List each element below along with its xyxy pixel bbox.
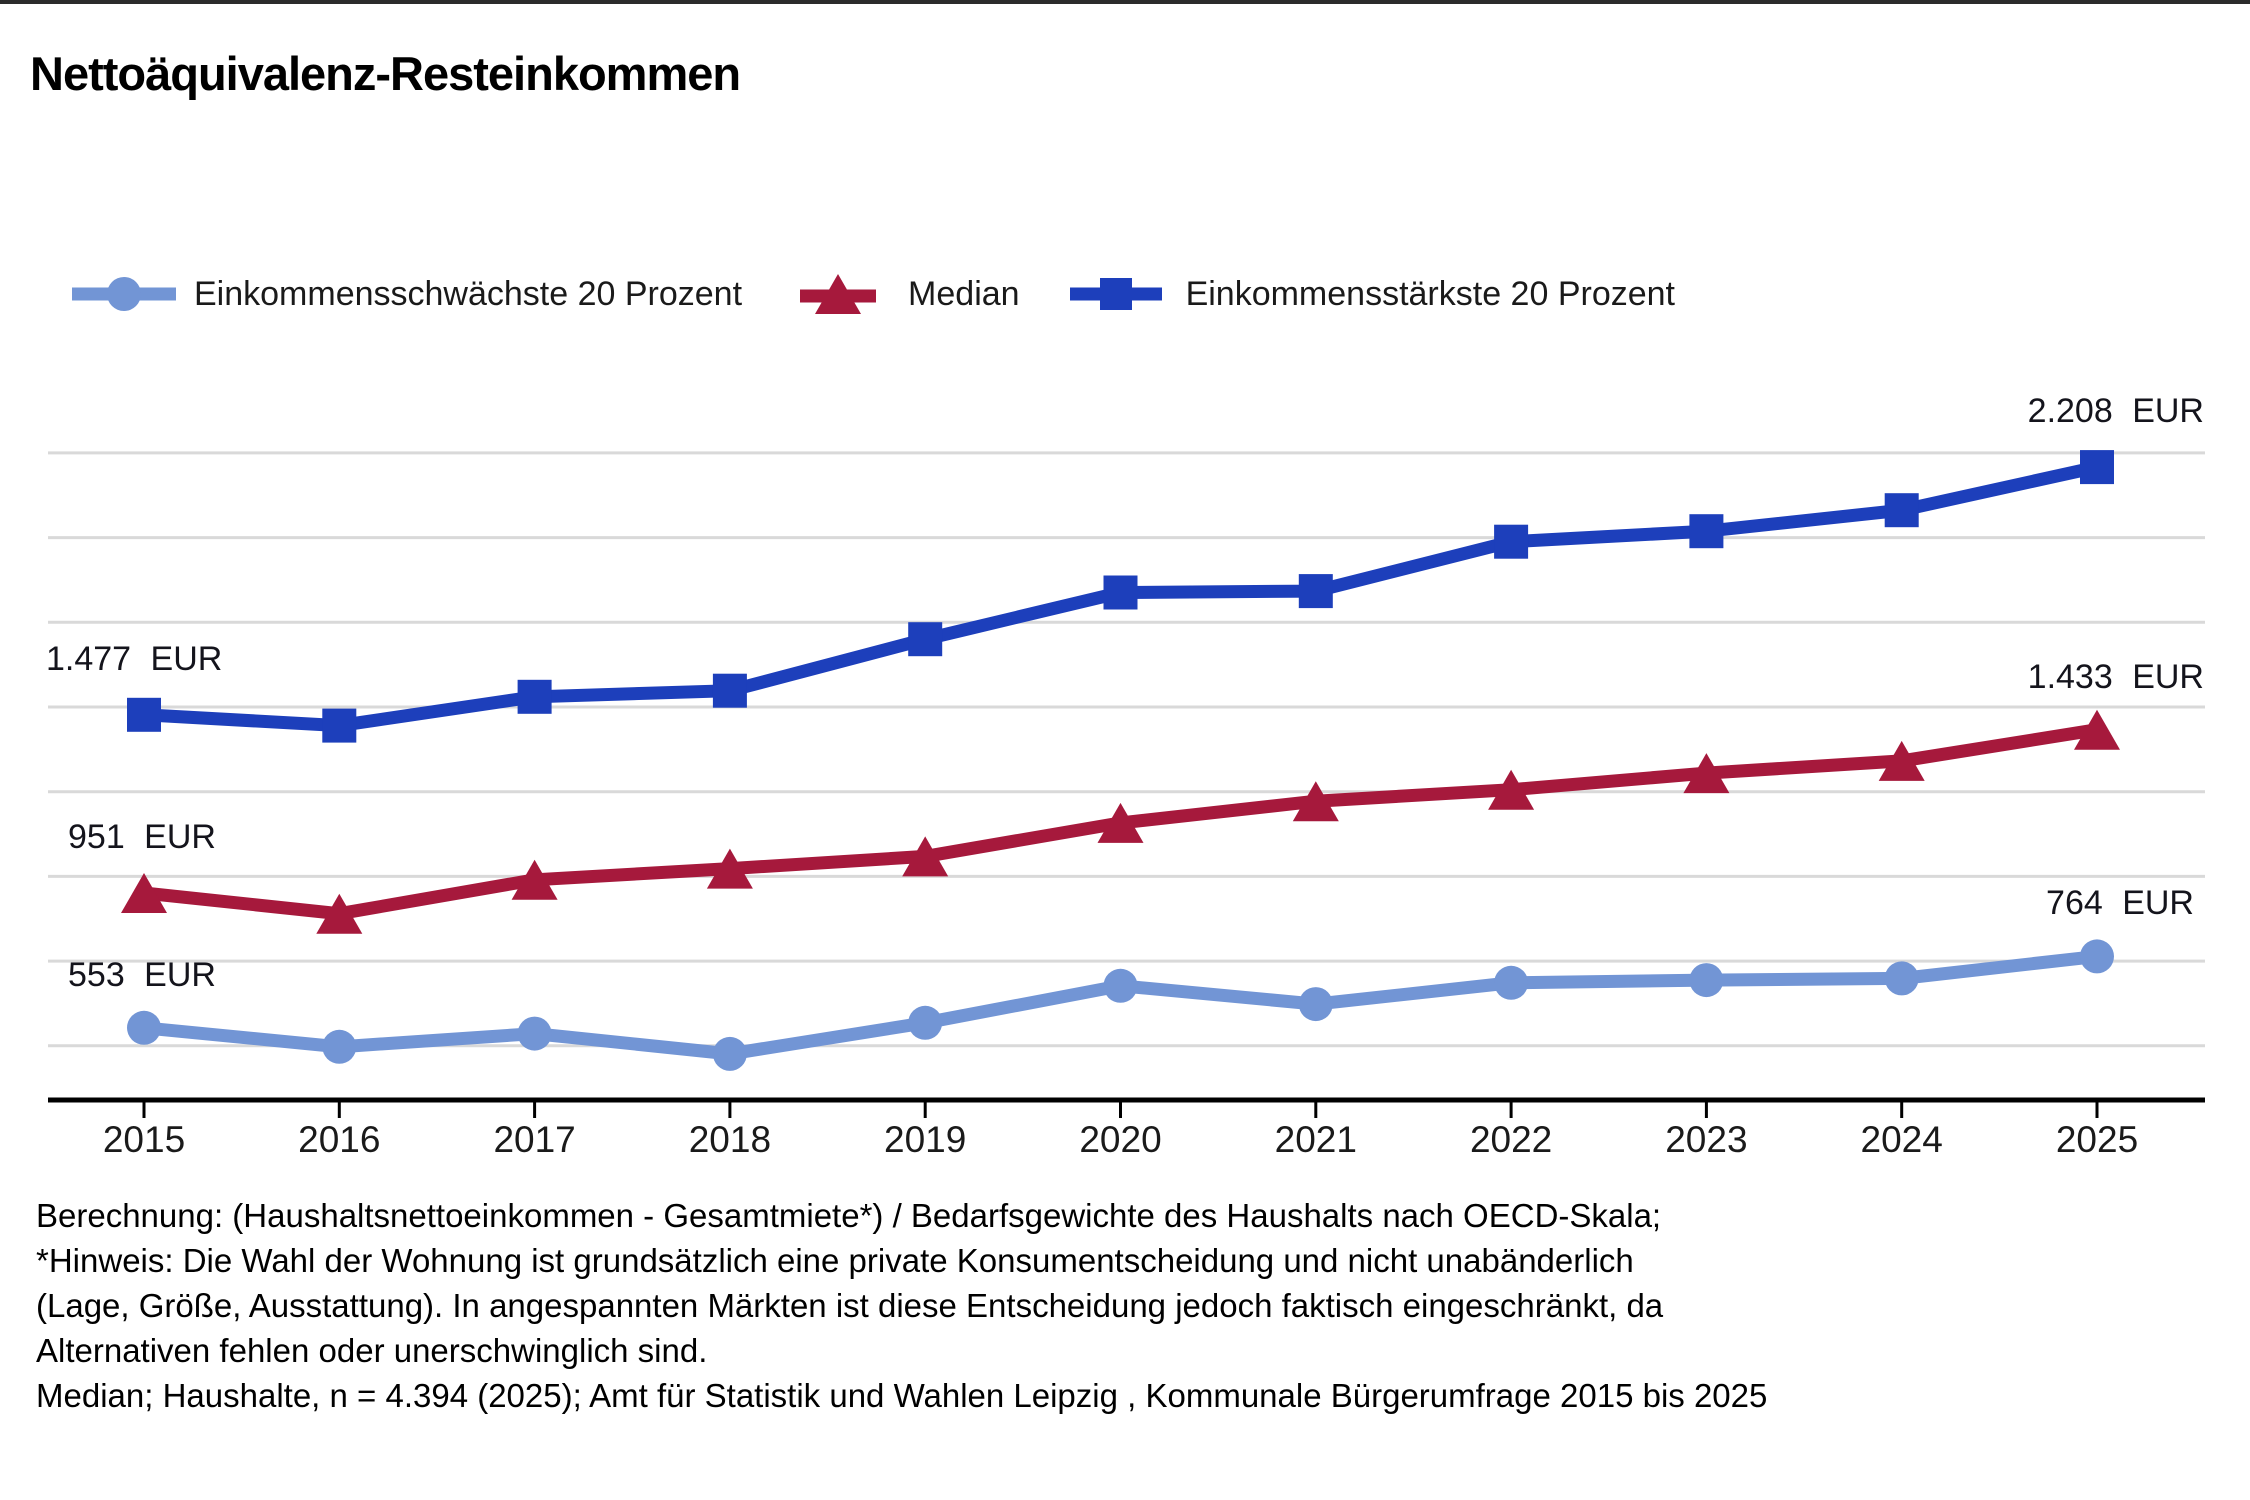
x-axis-label: 2024: [1861, 1119, 1943, 1160]
footnote-line: Berechnung: (Haushaltsnettoeinkommen - G…: [36, 1197, 1662, 1234]
square-marker-icon: [1069, 278, 1162, 310]
circle-marker-icon: [72, 277, 176, 311]
x-axis-label: 2025: [2056, 1119, 2138, 1160]
footnote-line: Alternativen fehlen oder unerschwinglich…: [36, 1332, 708, 1369]
data-label-median-2025: 1.433 EUR: [2027, 658, 2204, 696]
data-point-triangle: [1097, 802, 1144, 843]
data-point-square: [1884, 493, 1919, 528]
series-median: [121, 709, 2120, 934]
x-axis-label: 2016: [298, 1119, 380, 1160]
data-point-circle: [908, 1005, 943, 1040]
data-point-triangle: [2074, 709, 2120, 750]
data-point-square: [712, 673, 747, 708]
data-point-circle: [1494, 965, 1529, 1000]
x-axis-label: 2015: [103, 1119, 185, 1160]
legend-item-einkommensstaerkste: Einkommensstärkste 20 Prozent: [1064, 272, 1675, 316]
data-point-triangle: [1878, 740, 1925, 781]
data-point-triangle: [121, 873, 167, 913]
top-border: [0, 0, 2250, 4]
x-axis-label: 2023: [1665, 1119, 1747, 1160]
data-point-square: [322, 708, 357, 743]
data-point-triangle: [1488, 769, 1535, 810]
footnote-line: *Hinweis: Die Wahl der Wohnung ist grund…: [36, 1242, 1634, 1279]
data-point-triangle: [1683, 753, 1730, 794]
footnote-line: (Lage, Größe, Ausstattung). In angespann…: [36, 1287, 1664, 1324]
x-axis-label: 2021: [1275, 1119, 1357, 1160]
triangle-marker-icon: [800, 274, 877, 314]
data-point-circle: [712, 1036, 747, 1071]
data-label-median-2015: 951 EUR: [68, 818, 216, 856]
legend-label: Einkommensstärkste 20 Prozent: [1185, 274, 1675, 313]
x-axis-label: 2017: [493, 1119, 575, 1160]
data-point-square: [1494, 524, 1529, 559]
legend-item-median: Median: [786, 272, 1020, 316]
line-chart: 2015 2016 2017 2018 2019 2020 2021 2022 2023 2024…: [48, 450, 2205, 1160]
data-point-square: [517, 679, 552, 714]
x-axis-label: 2022: [1470, 1119, 1552, 1160]
data-point-circle: [322, 1029, 357, 1064]
data-point-circle: [517, 1016, 552, 1051]
legend-label: Einkommensschwächste 20 Prozent: [194, 274, 743, 313]
data-point-square: [1298, 574, 1333, 609]
data-label-blue-2025: 2.208 EUR: [2027, 392, 2204, 430]
x-axis-label: 2018: [689, 1119, 771, 1160]
data-point-circle: [127, 1010, 161, 1045]
page-title: Nettoäquivalenz-Resteinkommen: [30, 47, 741, 100]
series-einkommensschwaechste: [127, 939, 2114, 1071]
footnotes: Berechnung: (Haushaltsnettoeinkommen - G…: [36, 1193, 1767, 1418]
legend-label: Median: [908, 274, 1020, 313]
data-point-triangle: [316, 893, 363, 934]
data-point-triangle: [511, 859, 558, 900]
x-axis-label: 2020: [1079, 1119, 1161, 1160]
data-point-triangle: [1292, 781, 1339, 822]
data-point-square: [908, 622, 943, 657]
data-label-light-2015: 553 EUR: [68, 956, 216, 994]
data-point-square: [1689, 514, 1724, 549]
data-point-circle: [1103, 968, 1138, 1003]
data-point-square: [1103, 575, 1138, 610]
series-einkommensstaerkste: [127, 450, 2114, 743]
data-point-circle: [1298, 987, 1333, 1022]
footnote-line: Median; Haushalte, n = 4.394 (2025); Amt…: [36, 1377, 1768, 1414]
data-point-triangle: [902, 836, 949, 877]
x-axis-label: 2019: [884, 1119, 966, 1160]
legend: Einkommensschwächste 20 Prozent Median E…: [72, 272, 1675, 316]
data-label-light-2025: 764 EUR: [2046, 884, 2194, 922]
data-point-circle: [1689, 963, 1724, 998]
data-point-circle: [2080, 939, 2114, 974]
data-label-blue-2015: 1.477 EUR: [46, 640, 223, 678]
data-point-square: [127, 697, 161, 732]
data-point-circle: [1884, 961, 1919, 996]
data-point-triangle: [706, 848, 753, 889]
data-point-square: [2080, 450, 2114, 485]
legend-item-einkommensschwaechste: Einkommensschwächste 20 Prozent: [72, 272, 742, 316]
